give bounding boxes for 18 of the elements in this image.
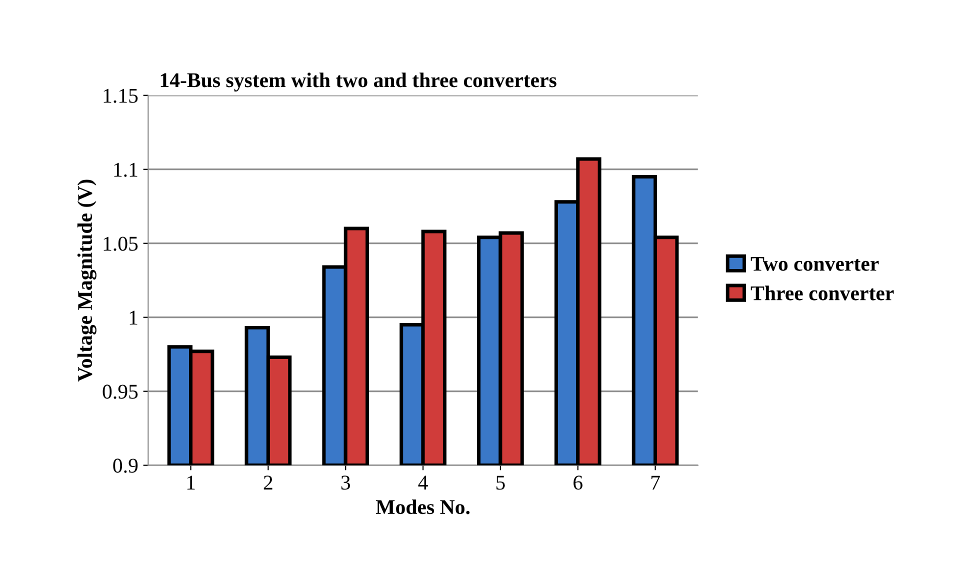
y-axis-title: Voltage Magnitude (V): [77, 180, 96, 382]
x-tick-label: 2: [264, 476, 272, 490]
y-tick-label: 1.15: [104, 88, 138, 103]
x-tick-label: 5: [496, 476, 505, 490]
x-tick-label: 4: [418, 476, 428, 490]
legend-label: Three converter: [750, 286, 894, 300]
x-tick-label: 7: [651, 476, 660, 490]
y-tick-label: 1.05: [104, 236, 138, 251]
x-tick-label: 1: [187, 476, 195, 490]
x-tick-label: 6: [574, 476, 582, 490]
y-tick-label: 1.1: [114, 162, 138, 177]
y-tick-label: 0.95: [102, 384, 138, 399]
chart-title: 14-Bus system with two and three converters: [160, 72, 556, 92]
y-tick-label: 1: [130, 310, 138, 325]
x-axis-title: Modes No.: [376, 499, 470, 514]
y-tick-label: 0.9: [113, 458, 138, 473]
legend-label: Two converter: [750, 257, 879, 271]
x-tick-label: 3: [341, 476, 350, 490]
